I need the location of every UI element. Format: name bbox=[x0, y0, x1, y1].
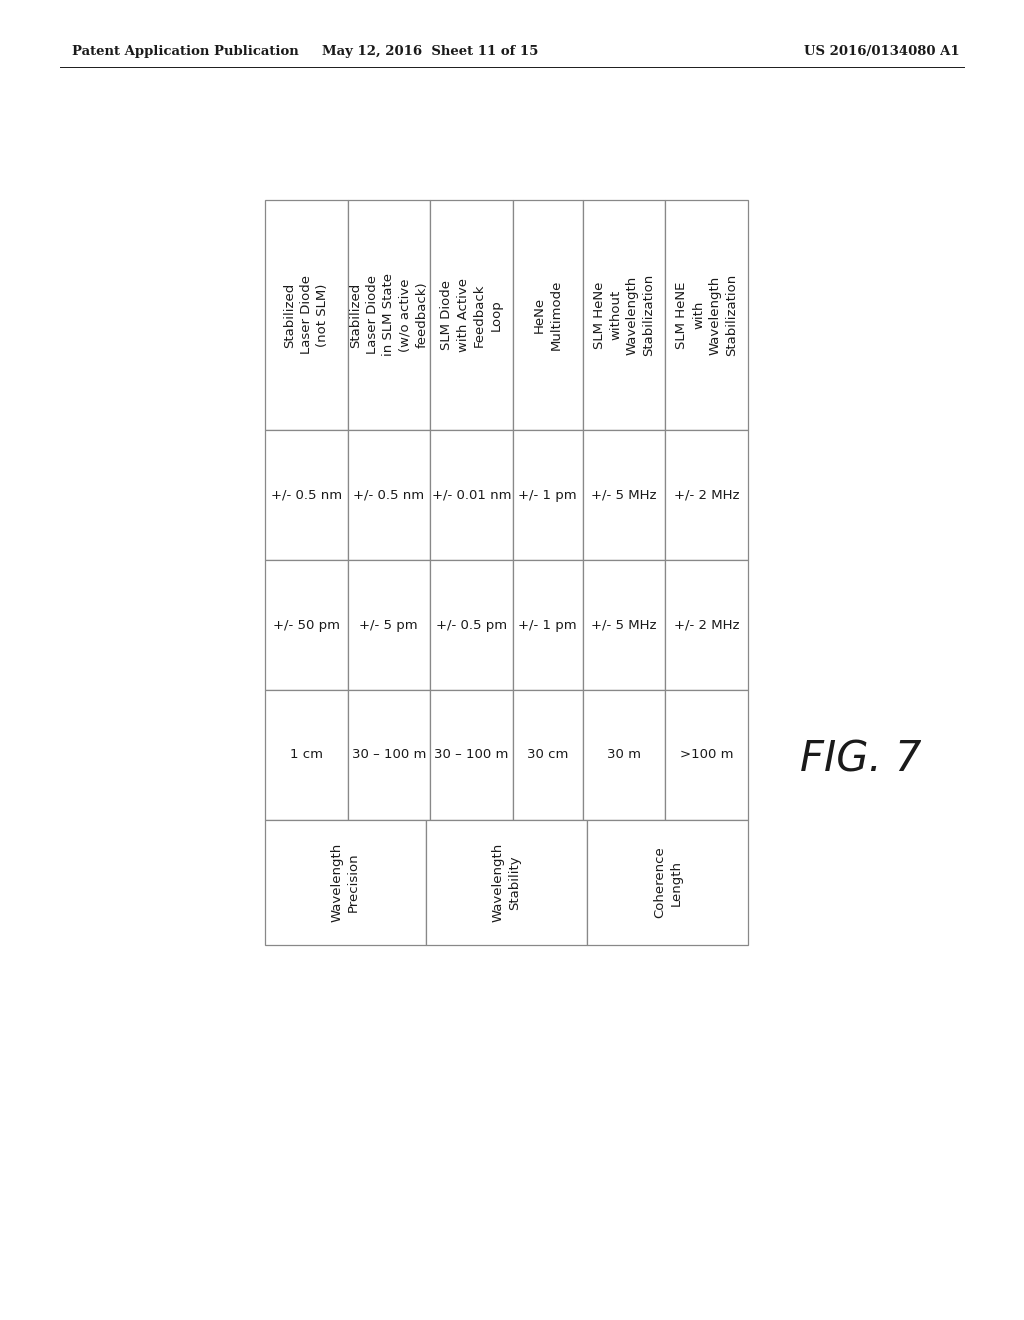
Bar bbox=[347, 560, 430, 690]
Text: 1 cm: 1 cm bbox=[290, 748, 323, 762]
Bar bbox=[583, 201, 666, 430]
Bar bbox=[347, 430, 430, 560]
Bar bbox=[430, 430, 513, 560]
Bar bbox=[666, 560, 748, 690]
Text: HeNe
Multimode: HeNe Multimode bbox=[534, 280, 562, 350]
Text: 30 – 100 m: 30 – 100 m bbox=[434, 748, 509, 762]
Text: US 2016/0134080 A1: US 2016/0134080 A1 bbox=[805, 45, 961, 58]
Bar bbox=[265, 430, 347, 560]
Bar bbox=[426, 820, 587, 945]
Bar bbox=[583, 560, 666, 690]
Text: +/- 0.5 pm: +/- 0.5 pm bbox=[436, 619, 507, 631]
Text: +/- 5 MHz: +/- 5 MHz bbox=[592, 488, 657, 502]
Text: Patent Application Publication: Patent Application Publication bbox=[72, 45, 299, 58]
Text: 30 cm: 30 cm bbox=[527, 748, 568, 762]
Bar bbox=[430, 560, 513, 690]
Text: FIG. 7: FIG. 7 bbox=[800, 739, 922, 781]
Text: +/- 50 pm: +/- 50 pm bbox=[272, 619, 340, 631]
Bar bbox=[430, 690, 513, 820]
Text: May 12, 2016  Sheet 11 of 15: May 12, 2016 Sheet 11 of 15 bbox=[322, 45, 539, 58]
Bar bbox=[265, 820, 426, 945]
Bar bbox=[430, 201, 513, 430]
Bar bbox=[265, 690, 347, 820]
Bar bbox=[666, 430, 748, 560]
Text: SLM HeNe
without
Wavelength
Stabilization: SLM HeNe without Wavelength Stabilizatio… bbox=[593, 273, 655, 356]
Text: Stabilized
Laser Diode
in SLM State
(w/o active
feedback): Stabilized Laser Diode in SLM State (w/o… bbox=[349, 273, 428, 356]
Bar bbox=[666, 690, 748, 820]
Text: 30 – 100 m: 30 – 100 m bbox=[351, 748, 426, 762]
Text: Wavelength
Stability: Wavelength Stability bbox=[492, 843, 521, 923]
Text: +/- 5 MHz: +/- 5 MHz bbox=[592, 619, 657, 631]
Bar bbox=[265, 201, 347, 430]
Bar bbox=[265, 560, 347, 690]
Text: Coherence
Length: Coherence Length bbox=[652, 846, 682, 919]
Bar bbox=[666, 201, 748, 430]
Bar bbox=[347, 201, 430, 430]
Bar bbox=[583, 430, 666, 560]
Text: 30 m: 30 m bbox=[607, 748, 641, 762]
Text: +/- 1 pm: +/- 1 pm bbox=[518, 619, 578, 631]
Text: SLM Diode
with Active
Feedback
Loop: SLM Diode with Active Feedback Loop bbox=[440, 279, 503, 352]
Bar bbox=[347, 690, 430, 820]
Text: +/- 0.5 nm: +/- 0.5 nm bbox=[353, 488, 424, 502]
Text: +/- 2 MHz: +/- 2 MHz bbox=[674, 488, 739, 502]
Text: >100 m: >100 m bbox=[680, 748, 733, 762]
Bar bbox=[587, 820, 748, 945]
Bar bbox=[583, 690, 666, 820]
Bar bbox=[513, 560, 583, 690]
Bar bbox=[513, 430, 583, 560]
Text: SLM HeNE
with
Wavelength
Stabilization: SLM HeNE with Wavelength Stabilization bbox=[676, 273, 738, 356]
Text: +/- 0.5 nm: +/- 0.5 nm bbox=[270, 488, 342, 502]
Bar bbox=[513, 690, 583, 820]
Text: +/- 2 MHz: +/- 2 MHz bbox=[674, 619, 739, 631]
Bar bbox=[513, 201, 583, 430]
Text: Wavelength
Precision: Wavelength Precision bbox=[331, 843, 360, 923]
Text: +/- 5 pm: +/- 5 pm bbox=[359, 619, 418, 631]
Text: +/- 1 pm: +/- 1 pm bbox=[518, 488, 578, 502]
Text: Stabilized
Laser Diode
(not SLM): Stabilized Laser Diode (not SLM) bbox=[284, 276, 330, 355]
Text: +/- 0.01 nm: +/- 0.01 nm bbox=[431, 488, 511, 502]
